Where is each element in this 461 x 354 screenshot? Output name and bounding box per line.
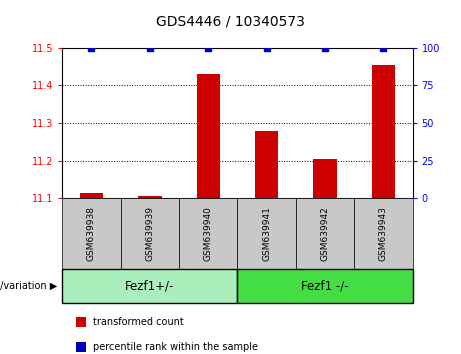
Point: [321, 45, 329, 51]
Text: Fezf1+/-: Fezf1+/-: [125, 279, 175, 292]
Bar: [138, 196, 161, 198]
Text: GSM639940: GSM639940: [204, 206, 213, 261]
Text: GSM639942: GSM639942: [320, 206, 330, 261]
Text: percentile rank within the sample: percentile rank within the sample: [93, 342, 258, 352]
Text: GSM639941: GSM639941: [262, 206, 271, 261]
Text: transformed count: transformed count: [93, 317, 184, 327]
Point: [263, 45, 270, 51]
Point: [146, 45, 154, 51]
Text: GSM639943: GSM639943: [379, 206, 388, 261]
Point: [205, 45, 212, 51]
Point: [88, 45, 95, 51]
Bar: [372, 65, 395, 198]
Point: [380, 45, 387, 51]
Text: GSM639939: GSM639939: [145, 206, 154, 261]
Text: GSM639938: GSM639938: [87, 206, 96, 261]
Text: Fezf1 -/-: Fezf1 -/-: [301, 279, 349, 292]
Bar: [80, 193, 103, 198]
Bar: [196, 74, 220, 198]
Text: genotype/variation ▶: genotype/variation ▶: [0, 281, 58, 291]
Text: GDS4446 / 10340573: GDS4446 / 10340573: [156, 14, 305, 28]
Bar: [313, 159, 337, 198]
Bar: [255, 131, 278, 198]
